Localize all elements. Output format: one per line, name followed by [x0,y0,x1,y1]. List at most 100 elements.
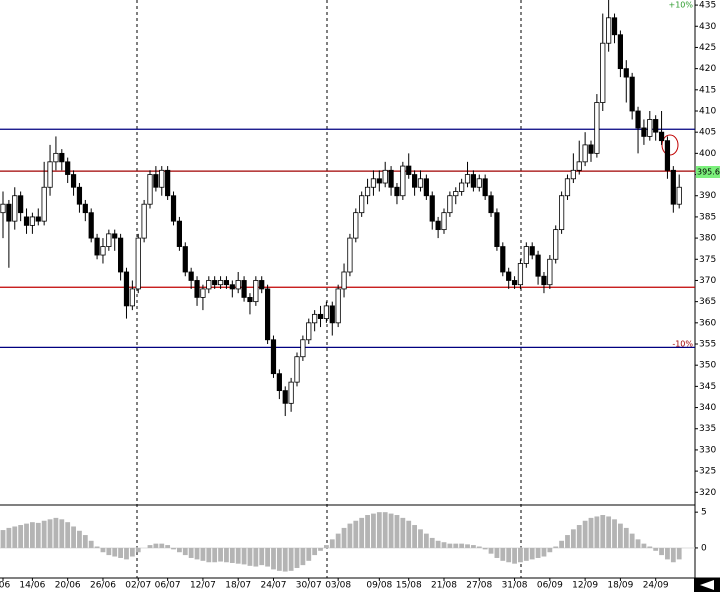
x-tick-label: 14/06 [19,581,45,591]
candle-body [459,182,465,192]
indicator-bar [235,547,241,564]
candle-body [141,203,147,239]
candle-body [241,280,247,298]
indicator-bar [88,540,94,548]
indicator-bar [135,547,141,553]
candle-body [329,305,335,324]
candle-body [153,174,159,188]
candle-body [476,178,482,188]
candle-body [182,246,188,273]
candle-body [294,356,300,383]
indicator-bar [482,547,488,550]
indicator-bar [465,544,470,548]
indicator-bar [435,540,441,548]
indicator-bar [641,543,647,548]
candle-body [417,178,424,188]
candle-body [635,110,641,129]
indicator-bar [576,525,582,548]
indicator-bar [47,519,53,548]
candle-body [88,212,94,239]
x-tick-label: 27/08 [466,581,492,591]
indicator-bar [247,547,253,566]
candle-body [188,271,194,281]
indicator-bar [429,537,435,548]
y-tick-label: 380 [699,234,716,244]
x-tick-label: /06 [0,581,11,591]
candle-body [647,119,653,137]
indicator-bar [41,520,47,548]
candle-body [529,246,535,256]
candle-body [553,229,559,260]
indicator-bar [400,517,406,548]
indicator-bar [606,516,612,548]
y-tick-label: 355 [699,340,716,350]
candle-body [129,288,135,307]
scroll-arrow[interactable] [700,580,714,590]
indicator-bar [30,522,35,548]
indicator-bar [259,547,265,566]
indicator-bar [241,547,247,565]
x-tick-label: 03/08 [325,581,351,591]
candle-body [506,271,512,281]
indicator-bar [0,530,6,548]
candle-body [617,34,624,70]
candle-body [541,275,547,286]
candle-body [523,246,529,264]
indicator-bar [159,543,165,548]
y-tick-label: 390 [699,191,716,201]
candle-body [429,195,435,222]
candle-body [559,195,565,231]
indicator-bar [165,545,171,548]
indicator-bar [324,545,329,548]
candle-body [35,216,41,222]
indicator-bar [200,547,206,561]
indicator-bar [612,519,617,548]
indicator-bar [171,547,176,550]
indicator-bar [335,533,341,548]
candle-body [100,246,106,256]
y-tick-label: 320 [699,488,716,498]
last-price-label: 395.6 [697,168,720,177]
indicator-bar [206,547,212,563]
y-tick-label: 325 [699,467,716,477]
candle-body [29,216,36,226]
indicator-bar [24,523,29,548]
y-tick-label: 360 [699,318,716,328]
x-tick-label: 31/08 [502,581,528,591]
candle-body [200,288,206,298]
candle-body [364,186,371,197]
indicator-bar [559,540,564,548]
candle-body [253,280,259,303]
indicator-bar [476,546,482,548]
indicator-bar [382,512,388,548]
y-tick-label: 345 [699,382,716,392]
indicator-bar [177,547,182,553]
candle-body [576,161,582,171]
candle-body [6,203,12,222]
candle-body [288,381,294,404]
candle-body [229,284,235,290]
indicator-bar [288,547,294,571]
candle-body [359,195,365,214]
candle-body [547,258,553,286]
indicator-bar [565,535,570,548]
indicator-bar [506,547,512,563]
candle-body [65,161,71,175]
y-tick-label: 400 [699,149,716,159]
candle-body [594,102,600,154]
indicator-bar [194,547,200,560]
indicator-bar [12,526,18,548]
candle-body [582,144,588,163]
indicator-bar [229,547,235,563]
y-tick-label: 375 [699,255,716,265]
x-tick-label: 18/09 [607,581,633,591]
candle-body [176,220,182,247]
indicator-bar [512,547,517,564]
candle-body [217,280,224,286]
candle-body [388,169,394,188]
indicator-bar [618,523,623,548]
candle-body [159,169,165,188]
candle-body [664,140,671,171]
